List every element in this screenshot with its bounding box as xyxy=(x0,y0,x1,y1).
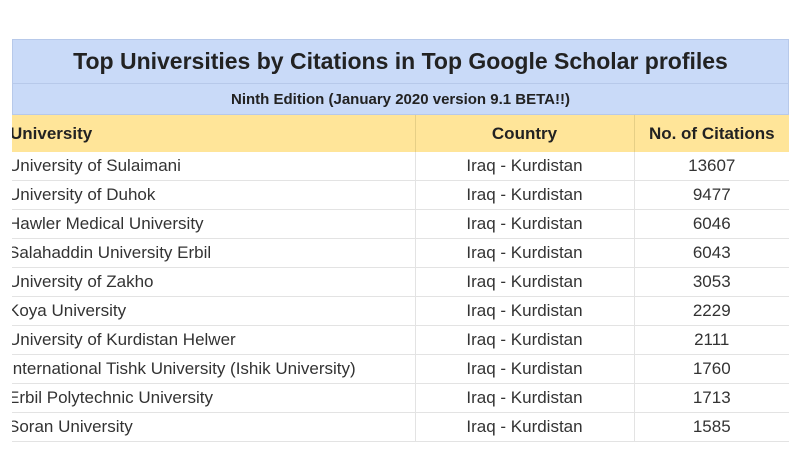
ranking-table: University Country No. of Citations Univ… xyxy=(12,115,789,442)
cell-citations: 6046 xyxy=(634,209,789,239)
ranking-table-container: Top Universities by Citations in Top Goo… xyxy=(12,39,789,442)
table-row: Hawler Medical University Iraq - Kurdist… xyxy=(12,209,789,239)
table-row: International Tishk University (Ishik Un… xyxy=(12,354,789,384)
cell-university: Erbil Polytechnic University xyxy=(12,383,416,413)
table-row: Soran University Iraq - Kurdistan 1585 xyxy=(12,412,789,442)
cell-country: Iraq - Kurdistan xyxy=(415,267,635,297)
cell-citations: 1585 xyxy=(634,412,789,442)
header-row: University Country No. of Citations xyxy=(12,115,789,152)
cell-university: Hawler Medical University xyxy=(12,209,416,239)
cell-university: Koya University xyxy=(12,296,416,326)
cell-country: Iraq - Kurdistan xyxy=(415,325,635,355)
table-row: Salahaddin University Erbil Iraq - Kurdi… xyxy=(12,238,789,268)
cell-citations: 9477 xyxy=(634,180,789,210)
table-row: University of Sulaimani Iraq - Kurdistan… xyxy=(12,152,789,181)
column-header-country: Country xyxy=(415,115,635,152)
table-title: Top Universities by Citations in Top Goo… xyxy=(12,39,789,83)
column-header-university: University xyxy=(12,115,416,152)
cell-citations: 13607 xyxy=(634,152,789,181)
table-body: University of Sulaimani Iraq - Kurdistan… xyxy=(12,152,789,442)
cell-country: Iraq - Kurdistan xyxy=(415,152,635,181)
cell-university: University of Kurdistan Helwer xyxy=(12,325,416,355)
table-row: Erbil Polytechnic University Iraq - Kurd… xyxy=(12,383,789,413)
cell-country: Iraq - Kurdistan xyxy=(415,238,635,268)
cell-citations: 3053 xyxy=(634,267,789,297)
table-header: University Country No. of Citations xyxy=(12,115,789,152)
table-subtitle: Ninth Edition (January 2020 version 9.1 … xyxy=(12,83,789,115)
table-row: Koya University Iraq - Kurdistan 2229 xyxy=(12,296,789,326)
cell-citations: 2111 xyxy=(634,325,789,355)
cell-citations: 2229 xyxy=(634,296,789,326)
table-row: University of Zakho Iraq - Kurdistan 305… xyxy=(12,267,789,297)
cell-citations: 6043 xyxy=(634,238,789,268)
cell-country: Iraq - Kurdistan xyxy=(415,354,635,384)
cell-university: University of Zakho xyxy=(12,267,416,297)
cell-university: University of Sulaimani xyxy=(12,152,416,181)
cell-university: University of Duhok xyxy=(12,180,416,210)
table-row: University of Duhok Iraq - Kurdistan 947… xyxy=(12,180,789,210)
cell-university: Salahaddin University Erbil xyxy=(12,238,416,268)
cell-country: Iraq - Kurdistan xyxy=(415,383,635,413)
cell-country: Iraq - Kurdistan xyxy=(415,180,635,210)
cell-country: Iraq - Kurdistan xyxy=(415,209,635,239)
table-row: University of Kurdistan Helwer Iraq - Ku… xyxy=(12,325,789,355)
cell-citations: 1760 xyxy=(634,354,789,384)
cell-country: Iraq - Kurdistan xyxy=(415,296,635,326)
column-header-citations: No. of Citations xyxy=(634,115,789,152)
cell-university: Soran University xyxy=(12,412,416,442)
cell-country: Iraq - Kurdistan xyxy=(415,412,635,442)
cell-university: International Tishk University (Ishik Un… xyxy=(12,354,416,384)
cell-citations: 1713 xyxy=(634,383,789,413)
